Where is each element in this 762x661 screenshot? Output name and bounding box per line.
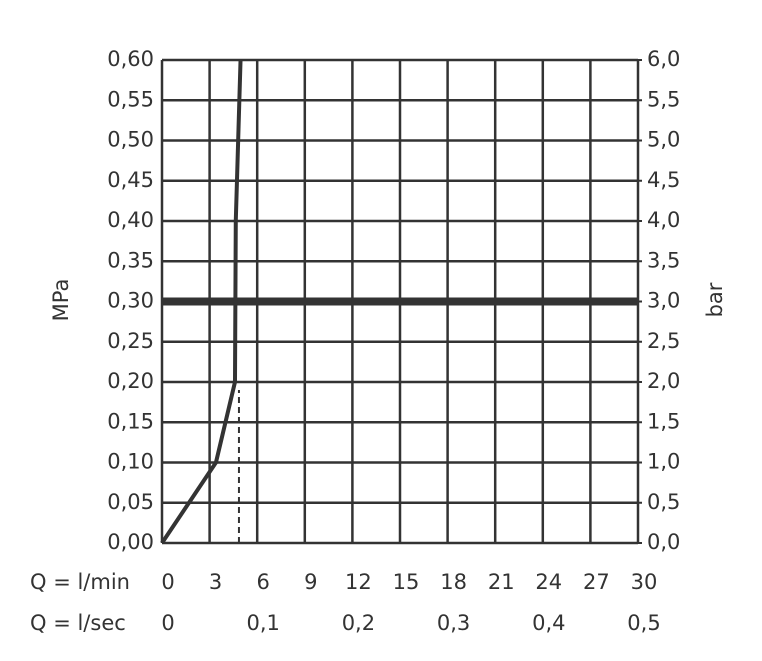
y2-tick-label: 4,5	[647, 168, 680, 192]
y2-axis-label: bar	[703, 282, 727, 317]
y2-tick-label: 0,0	[647, 530, 680, 554]
x-tick-label: 18	[440, 570, 467, 594]
x2-tick-label: 0,4	[532, 611, 565, 635]
flow-curve	[160, 59, 243, 545]
x-tick-label: 27	[583, 570, 610, 594]
y-tick-label: 0,30	[107, 289, 154, 313]
y2-tick-label: 5,5	[647, 87, 680, 111]
x-tick-label: 21	[488, 570, 515, 594]
x-tick-label: 6	[257, 570, 270, 594]
y-axis-label: MPa	[49, 279, 73, 322]
x-tick-label: 3	[209, 570, 222, 594]
y-tick-label: 0,15	[107, 409, 154, 433]
y2-tick-label: 3,0	[647, 289, 680, 313]
y-tick-label: 0,60	[107, 47, 154, 71]
y-tick-label: 0,40	[107, 208, 154, 232]
y-tick-label: 0,20	[107, 369, 154, 393]
x-tick-label: 30	[631, 570, 658, 594]
x2-tick-label: 0,1	[246, 611, 279, 635]
y2-tick-label: 0,5	[647, 490, 680, 514]
y-tick-label: 0,50	[107, 128, 154, 152]
x2-tick-label: 0	[161, 611, 174, 635]
y2-tick-label: 5,0	[647, 128, 680, 152]
y2-tick-label: 6,0	[647, 47, 680, 71]
y2-tick-label: 2,5	[647, 329, 680, 353]
x2-tick-label: 0,5	[627, 611, 660, 635]
y2-tick-label: 1,0	[647, 450, 680, 474]
x-tick-label: 0	[161, 570, 174, 594]
x-axis-label: Q = l/min	[30, 570, 130, 594]
x-tick-label: 9	[304, 570, 317, 594]
y-tick-label: 0,05	[107, 490, 154, 514]
x-tick-label: 24	[535, 570, 562, 594]
y-tick-label: 0,00	[107, 530, 154, 554]
y2-tick-label: 2,0	[647, 369, 680, 393]
y2-tick-label: 1,5	[647, 409, 680, 433]
y-tick-label: 0,45	[107, 168, 154, 192]
y-tick-label: 0,55	[107, 87, 154, 111]
y-tick-label: 0,25	[107, 329, 154, 353]
y-tick-label: 0,10	[107, 450, 154, 474]
x2-tick-label: 0,3	[437, 611, 470, 635]
y-tick-label: 0,35	[107, 248, 154, 272]
y2-tick-label: 3,5	[647, 248, 680, 272]
x2-tick-label: 0,2	[342, 611, 375, 635]
y2-tick-label: 4,0	[647, 208, 680, 232]
x-tick-label: 15	[393, 570, 420, 594]
x-tick-label: 12	[345, 570, 372, 594]
x2-axis-label: Q = l/sec	[30, 611, 126, 635]
